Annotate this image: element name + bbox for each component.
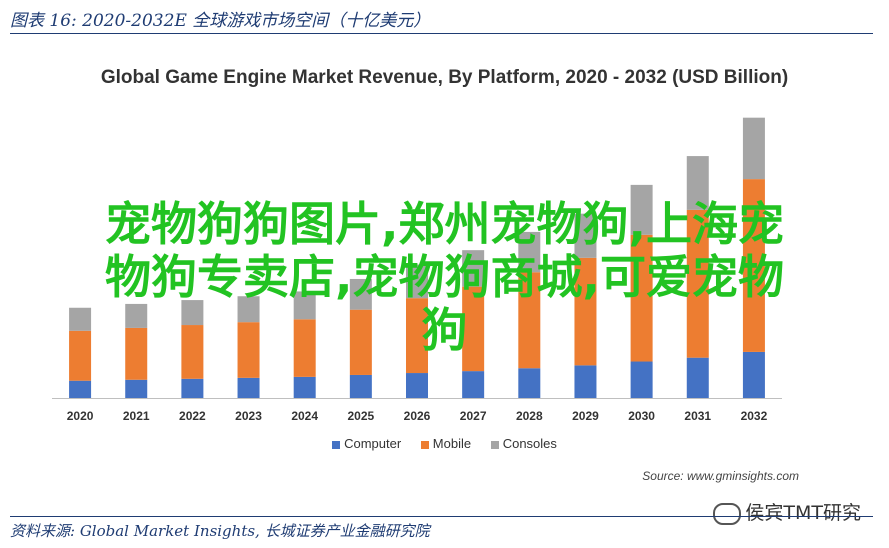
bar-computer-2029: [574, 365, 597, 398]
bar-mobile-2020: [69, 330, 92, 381]
bar-computer-2027: [462, 371, 485, 398]
bar-mobile-2032: [742, 179, 765, 352]
bar-mobile-2021: [125, 327, 148, 380]
x-tick-label-2032: 2032: [741, 409, 768, 423]
bar-mobile-2026: [406, 298, 428, 374]
bar-computer-2021: [125, 379, 148, 398]
x-tick-label-2026: 2026: [404, 409, 431, 423]
bar-consoles-2021: [125, 303, 148, 328]
top-rule: [10, 33, 873, 34]
x-tick-label-2031: 2031: [684, 409, 711, 423]
x-tick-label-2020: 2020: [67, 409, 94, 423]
footer-source: 资料来源: Global Market Insights, 长城证券产业金融研究…: [10, 522, 430, 540]
bar-mobile-2022: [181, 325, 204, 379]
bar-computer-2020: [69, 380, 92, 398]
bar-consoles-2030: [630, 184, 653, 235]
x-tick-label-2023: 2023: [235, 409, 262, 423]
bar-computer-2023: [237, 377, 260, 398]
bar-mobile-2028: [518, 272, 541, 369]
legend-swatch-mobile: [420, 440, 429, 449]
bar-mobile-2029: [574, 257, 597, 366]
bar-consoles-2029: [574, 213, 597, 258]
legend-label-consoles: Consoles: [502, 436, 557, 451]
chart-title: Global Game Engine Market Revenue, By Pl…: [100, 67, 789, 88]
wechat-icon: [713, 502, 742, 525]
legend-label-mobile: Mobile: [432, 436, 472, 451]
bar-consoles-2025: [349, 278, 372, 310]
bar-consoles-2020: [69, 307, 92, 331]
legend-item-computer: Computer: [332, 436, 401, 451]
bar-mobile-2023: [237, 322, 260, 378]
x-tick-label-2022: 2022: [179, 409, 206, 423]
bar-consoles-2024: [293, 291, 316, 320]
legend-item-mobile: Mobile: [420, 436, 472, 451]
wechat-watermark: 侯宾TMT研究: [713, 498, 861, 525]
legend-item-consoles: Consoles: [490, 436, 557, 451]
overlay-text: 宠物狗狗图片,郑州宠物狗,上海宠 物狗专卖店,宠物狗商城,可爱宠物 狗: [0, 198, 889, 357]
x-tick-label-2024: 2024: [291, 409, 318, 423]
bar-computer-2028: [518, 368, 541, 398]
bar-consoles-2031: [686, 156, 709, 210]
bar-consoles-2026: [406, 264, 428, 299]
x-tick-label-2025: 2025: [347, 409, 374, 423]
bar-consoles-2028: [518, 231, 541, 273]
bar-computer-2026: [406, 373, 428, 398]
bar-consoles-2022: [181, 300, 204, 326]
figure-title: 图表 16: 2020-2032E 全球游戏市场空间（十亿美元）: [10, 11, 431, 31]
bottom-rule: [10, 516, 873, 517]
chart-legend: Computer Mobile Consoles: [0, 436, 889, 451]
bar-mobile-2031: [686, 209, 709, 358]
legend-label-computer: Computer: [344, 436, 402, 451]
legend-swatch-consoles: [490, 440, 499, 449]
bar-computer-2030: [630, 361, 653, 398]
x-tick-label-2030: 2030: [628, 409, 655, 423]
bar-mobile-2027: [462, 286, 485, 372]
overlay-line-3: 狗: [421, 303, 468, 357]
bar-consoles-2032: [742, 117, 765, 180]
source-note: Source: www.gminsights.com: [642, 469, 799, 483]
x-tick-label-2027: 2027: [460, 409, 487, 423]
overlay-line-1: 宠物狗狗图片,郑州宠物狗,上海宠: [105, 197, 784, 251]
bar-computer-2031: [686, 357, 709, 398]
bar-mobile-2024: [293, 319, 316, 377]
bar-mobile-2030: [630, 234, 653, 362]
overlay-line-2: 物狗专卖店,宠物狗商城,可爱宠物: [105, 250, 784, 304]
x-tick-label-2029: 2029: [572, 409, 599, 423]
bar-consoles-2023: [237, 296, 260, 323]
bar-computer-2022: [181, 378, 204, 398]
x-tick-label-2028: 2028: [516, 409, 543, 423]
legend-swatch-computer: [332, 440, 341, 449]
wechat-label: 侯宾TMT研究: [745, 502, 861, 524]
bar-computer-2032: [742, 351, 765, 398]
x-tick-label-2021: 2021: [123, 409, 150, 423]
bar-mobile-2025: [349, 309, 372, 375]
bar-computer-2024: [293, 376, 316, 398]
bar-consoles-2027: [462, 250, 485, 287]
bar-computer-2025: [349, 374, 372, 398]
